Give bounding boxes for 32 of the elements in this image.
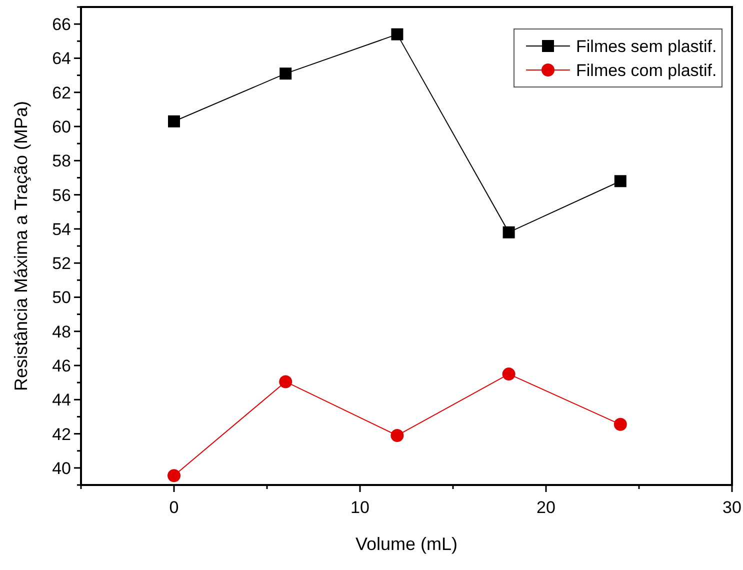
y-tick-label: 52 bbox=[52, 254, 71, 274]
y-tick-label: 50 bbox=[52, 288, 71, 308]
point bbox=[391, 28, 404, 40]
point bbox=[280, 68, 292, 80]
y-tick-label: 48 bbox=[52, 322, 71, 342]
x-tick-label: 10 bbox=[350, 498, 370, 517]
point bbox=[168, 115, 180, 128]
point bbox=[502, 226, 515, 238]
point bbox=[168, 469, 180, 482]
point bbox=[614, 418, 627, 431]
legend-label: Filmes sem plastif. bbox=[576, 37, 717, 56]
y-tick-label: 62 bbox=[52, 83, 71, 102]
y-tick-label: 42 bbox=[52, 424, 71, 444]
y-tick-label: 44 bbox=[52, 390, 71, 410]
x-axis-title: Volume (mL) bbox=[355, 534, 458, 554]
y-tick-label: 58 bbox=[52, 152, 71, 171]
point bbox=[614, 175, 626, 188]
x-tick-label: 0 bbox=[169, 498, 179, 517]
y-tick-label: 54 bbox=[52, 220, 71, 239]
y-tick-label: 46 bbox=[52, 356, 71, 376]
x-tick-label: 30 bbox=[722, 498, 742, 517]
y-axis-title: Resistância Máxima a Tração (MPa) bbox=[11, 100, 31, 392]
point bbox=[390, 428, 404, 442]
x-tick-label: 20 bbox=[536, 498, 556, 517]
y-tick-label: 56 bbox=[52, 186, 71, 205]
point bbox=[502, 368, 516, 381]
y-tick-label: 60 bbox=[52, 118, 71, 136]
y-tick-label: 66 bbox=[52, 15, 71, 34]
legend-label: Filmes com plastif. bbox=[576, 61, 717, 80]
y-tick-label: 64 bbox=[52, 49, 71, 68]
y-tick-label: 40 bbox=[52, 458, 71, 478]
point bbox=[279, 375, 292, 388]
